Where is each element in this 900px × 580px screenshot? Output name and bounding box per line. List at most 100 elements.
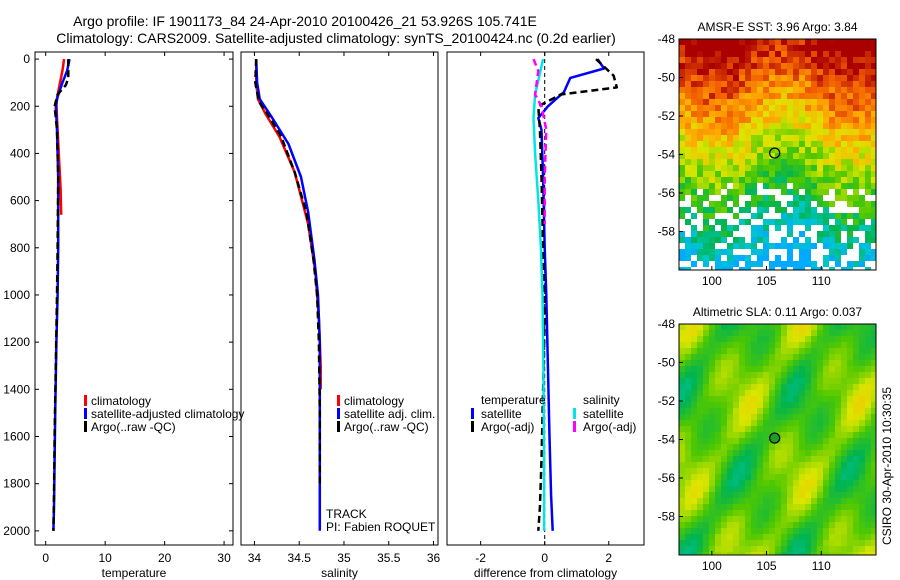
map-cell xyxy=(865,159,871,165)
map-cell xyxy=(799,432,805,438)
map-cell xyxy=(727,57,733,63)
map-cell xyxy=(775,378,781,384)
map-cell xyxy=(823,207,829,213)
map-cell xyxy=(727,231,733,237)
map-cell xyxy=(829,534,835,540)
map-cell xyxy=(769,195,775,201)
map-cell xyxy=(739,390,745,396)
map-cell xyxy=(787,456,793,462)
map-cell xyxy=(871,414,876,420)
map-cell xyxy=(715,189,721,195)
map-cell xyxy=(829,267,835,270)
map-cell xyxy=(811,492,817,498)
map-cell xyxy=(751,534,757,540)
map-cell xyxy=(823,201,829,207)
map-cell xyxy=(679,51,685,57)
map-cell xyxy=(835,123,841,129)
map-cell xyxy=(769,45,775,51)
map-cell xyxy=(799,111,805,117)
map-cell xyxy=(769,462,775,468)
map-cell xyxy=(703,486,709,492)
map-cell xyxy=(865,237,871,243)
map-cell xyxy=(859,249,865,255)
map-cell xyxy=(691,153,697,159)
map-cell xyxy=(757,207,763,213)
map-cell xyxy=(793,219,799,225)
map-cell xyxy=(691,372,697,378)
map-cell xyxy=(781,87,787,93)
map-cell xyxy=(787,492,793,498)
map-cell xyxy=(841,456,847,462)
map-cell xyxy=(709,147,715,153)
map-cell xyxy=(763,45,769,51)
map-cell xyxy=(781,408,787,414)
map-cell xyxy=(679,528,685,534)
map-cell xyxy=(835,534,841,540)
map-cell xyxy=(757,75,763,81)
map-cell xyxy=(817,552,823,555)
map-cell xyxy=(727,207,733,213)
map-cell xyxy=(835,360,841,366)
map-cell xyxy=(769,171,775,177)
map-cell xyxy=(685,546,691,552)
map-cell xyxy=(715,330,721,336)
map-cell xyxy=(793,450,799,456)
map-cell xyxy=(727,384,733,390)
map-cell xyxy=(721,237,727,243)
map-cell xyxy=(823,153,829,159)
map-cell xyxy=(715,534,721,540)
map-cell xyxy=(745,237,751,243)
map-cell xyxy=(733,81,739,87)
map-cell xyxy=(769,177,775,183)
map-cell xyxy=(823,231,829,237)
map-cell xyxy=(757,195,763,201)
map-cell xyxy=(781,444,787,450)
track-annotation: TRACK xyxy=(326,507,367,521)
map-cell xyxy=(847,414,853,420)
map-cell xyxy=(757,540,763,546)
map-cell xyxy=(811,207,817,213)
map-cell xyxy=(823,384,829,390)
map-cell xyxy=(745,159,751,165)
map-cell xyxy=(697,57,703,63)
map-cell xyxy=(781,243,787,249)
map-cell xyxy=(745,444,751,450)
map-cell xyxy=(721,105,727,111)
map-cell xyxy=(757,141,763,147)
map-cell xyxy=(757,63,763,69)
map-cell xyxy=(865,135,871,141)
map-cell xyxy=(799,213,805,219)
map-cell xyxy=(859,99,865,105)
map-cell xyxy=(769,51,775,57)
map-cell xyxy=(685,111,691,117)
map-cell xyxy=(823,546,829,552)
map-cell xyxy=(769,141,775,147)
map-cell xyxy=(721,225,727,231)
map-cell xyxy=(823,516,829,522)
map-cell xyxy=(697,177,703,183)
map-cell xyxy=(829,384,835,390)
map-cell xyxy=(769,414,775,420)
map-cell xyxy=(787,69,793,75)
map-cell xyxy=(733,267,739,270)
map-cell xyxy=(715,552,721,555)
map-cell xyxy=(751,75,757,81)
map-cell xyxy=(847,408,853,414)
map-cell xyxy=(835,225,841,231)
x-tick-label: 30 xyxy=(217,551,231,565)
map-cell xyxy=(721,219,727,225)
map-cell xyxy=(871,528,876,534)
map-cell xyxy=(805,159,811,165)
map-cell xyxy=(733,237,739,243)
map-cell xyxy=(805,57,811,63)
map-cell xyxy=(679,255,685,261)
map-cell xyxy=(775,462,781,468)
map-cell xyxy=(733,432,739,438)
map-cell xyxy=(805,219,811,225)
map-cell xyxy=(859,87,865,93)
map-cell xyxy=(757,213,763,219)
map-cell xyxy=(775,183,781,189)
map-cell xyxy=(847,528,853,534)
map-cell xyxy=(823,57,829,63)
map-cell xyxy=(859,420,865,426)
